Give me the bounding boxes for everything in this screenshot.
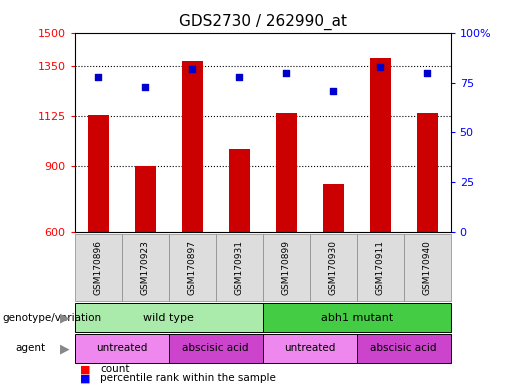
Point xyxy=(94,73,102,79)
Text: agent: agent xyxy=(15,343,45,354)
Text: abscisic acid: abscisic acid xyxy=(182,343,249,354)
Text: untreated: untreated xyxy=(96,343,147,354)
Text: untreated: untreated xyxy=(284,343,335,354)
Bar xyxy=(134,166,156,232)
Text: genotype/variation: genotype/variation xyxy=(3,313,101,323)
Text: GSM170923: GSM170923 xyxy=(141,240,150,295)
Text: ▶: ▶ xyxy=(60,311,70,324)
Text: GSM170940: GSM170940 xyxy=(423,240,432,295)
Point xyxy=(141,83,149,89)
Point xyxy=(329,88,337,94)
Bar xyxy=(88,115,109,232)
Bar xyxy=(276,113,297,232)
Text: GSM170899: GSM170899 xyxy=(282,240,290,295)
Title: GDS2730 / 262990_at: GDS2730 / 262990_at xyxy=(179,14,347,30)
Bar xyxy=(370,58,391,232)
Text: percentile rank within the sample: percentile rank within the sample xyxy=(100,373,277,383)
Point xyxy=(423,70,431,76)
Point xyxy=(282,70,290,76)
Text: GSM170931: GSM170931 xyxy=(235,240,244,295)
Text: abscisic acid: abscisic acid xyxy=(370,343,437,354)
Point xyxy=(188,66,196,72)
Text: GSM170897: GSM170897 xyxy=(187,240,197,295)
Text: ▶: ▶ xyxy=(60,342,70,355)
Bar xyxy=(229,149,250,232)
Point xyxy=(376,63,384,70)
Bar xyxy=(182,61,203,232)
Text: GSM170930: GSM170930 xyxy=(329,240,338,295)
Point xyxy=(235,73,243,79)
Bar xyxy=(417,113,438,232)
Text: count: count xyxy=(100,364,130,374)
Bar xyxy=(322,184,344,232)
Text: abh1 mutant: abh1 mutant xyxy=(320,313,393,323)
Text: ■: ■ xyxy=(80,364,90,374)
Text: wild type: wild type xyxy=(143,313,194,323)
Text: ■: ■ xyxy=(80,373,90,383)
Text: GSM170911: GSM170911 xyxy=(375,240,385,295)
Text: GSM170896: GSM170896 xyxy=(94,240,102,295)
